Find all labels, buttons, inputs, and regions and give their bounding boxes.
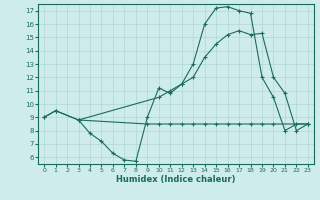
X-axis label: Humidex (Indice chaleur): Humidex (Indice chaleur) xyxy=(116,175,236,184)
